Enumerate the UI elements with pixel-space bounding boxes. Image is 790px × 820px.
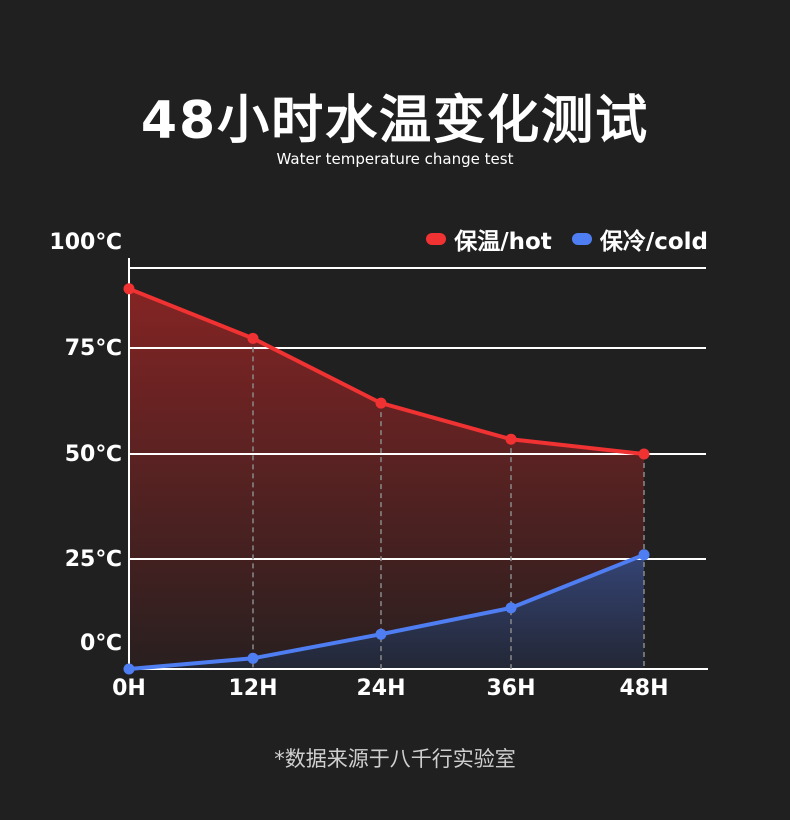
data-source-note: *数据来源于八千行实验室 [274, 747, 516, 771]
x-tick-label: 24H [356, 676, 406, 701]
chart-legend: 保温/hot 保冷/cold [426, 222, 708, 256]
area-layer [129, 288, 644, 669]
point-layer [123, 283, 650, 675]
legend-swatch-hot [426, 233, 447, 245]
area-fill-cold [129, 554, 644, 669]
area-fill-hot [129, 288, 644, 669]
y-tick-label: 50℃ [64, 442, 122, 467]
data-point-cold-12H [247, 652, 259, 664]
legend-swatch-cold [571, 233, 592, 245]
grid-layer [128, 258, 708, 670]
y-tick-label: 25℃ [64, 547, 122, 572]
y-tick-label: 75℃ [64, 336, 122, 361]
data-point-cold-24H [375, 628, 387, 640]
legend-item-cold: 保冷/cold [571, 222, 708, 256]
page-subtitle: Water temperature change test [276, 150, 514, 168]
y-tick-label: 100℃ [49, 230, 122, 255]
legend-label-hot: 保温/hot [454, 229, 552, 255]
data-point-hot-12H [247, 332, 259, 344]
y-tick-label: 0℃ [80, 631, 122, 656]
x-tick-label: 36H [486, 676, 536, 701]
page-title: 48小时水温变化测试 [140, 91, 650, 151]
data-point-cold-0H [123, 663, 135, 675]
data-point-hot-0H [123, 283, 135, 295]
x-tick-label: 48H [619, 676, 669, 701]
data-point-hot-36H [505, 433, 517, 445]
data-point-cold-48H [638, 549, 650, 561]
data-point-hot-48H [638, 448, 650, 460]
data-point-hot-24H [375, 397, 387, 409]
x-tick-label: 0H [112, 676, 146, 701]
guide-layer [252, 338, 645, 669]
legend-item-hot: 保温/hot [426, 222, 552, 256]
legend-label-cold: 保冷/cold [599, 229, 708, 255]
x-tick-label: 12H [228, 676, 278, 701]
data-point-cold-36H [505, 602, 517, 614]
